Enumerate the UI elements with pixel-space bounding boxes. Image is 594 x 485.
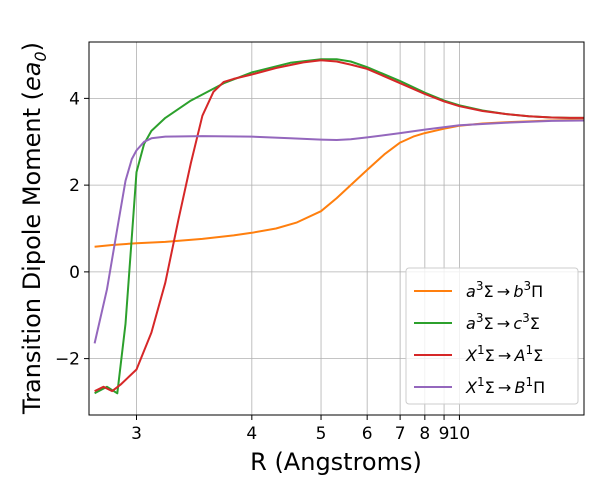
y-tick-label: 0 [69,263,80,283]
series-lines [93,58,585,395]
x-axis-title: R (Angstroms) [250,448,422,476]
legend-label-4: X1Σ → B1Π [465,375,545,397]
y-tick-label: 4 [69,89,80,109]
x-tick-label: 7 [395,424,406,444]
plot-frame [88,41,585,416]
legend-label-2: a3Σ → c3Σ [466,311,540,333]
legend-frame [405,267,579,405]
x-tick-label: 10 [449,424,471,444]
x-tick-label: 3 [131,424,142,444]
x-tick-label: 6 [362,424,373,444]
y-tick-label: 2 [69,176,80,196]
x-tick-label: 5 [316,424,327,444]
legend-label-1: a3Σ → b3Π [466,279,543,301]
y-axis-title: Transition Dipole Moment (ea0) [18,42,50,415]
axis-ticks: 3 4 5 6 7 8 9 10 −2 0 2 4 [55,89,470,444]
series-line-4 [93,119,585,344]
x-tick-label: 8 [419,424,430,444]
legend: a3Σ → b3Π a3Σ → c3Σ X1Σ → A1Σ X1Σ → B1Π [405,267,579,405]
legend-label-3: X1Σ → A1Σ [465,343,543,365]
series-line-3 [94,59,584,393]
x-tick-label: 9 [439,424,450,444]
x-tick-label: 4 [246,424,257,444]
y-tick-label: −2 [55,350,80,370]
